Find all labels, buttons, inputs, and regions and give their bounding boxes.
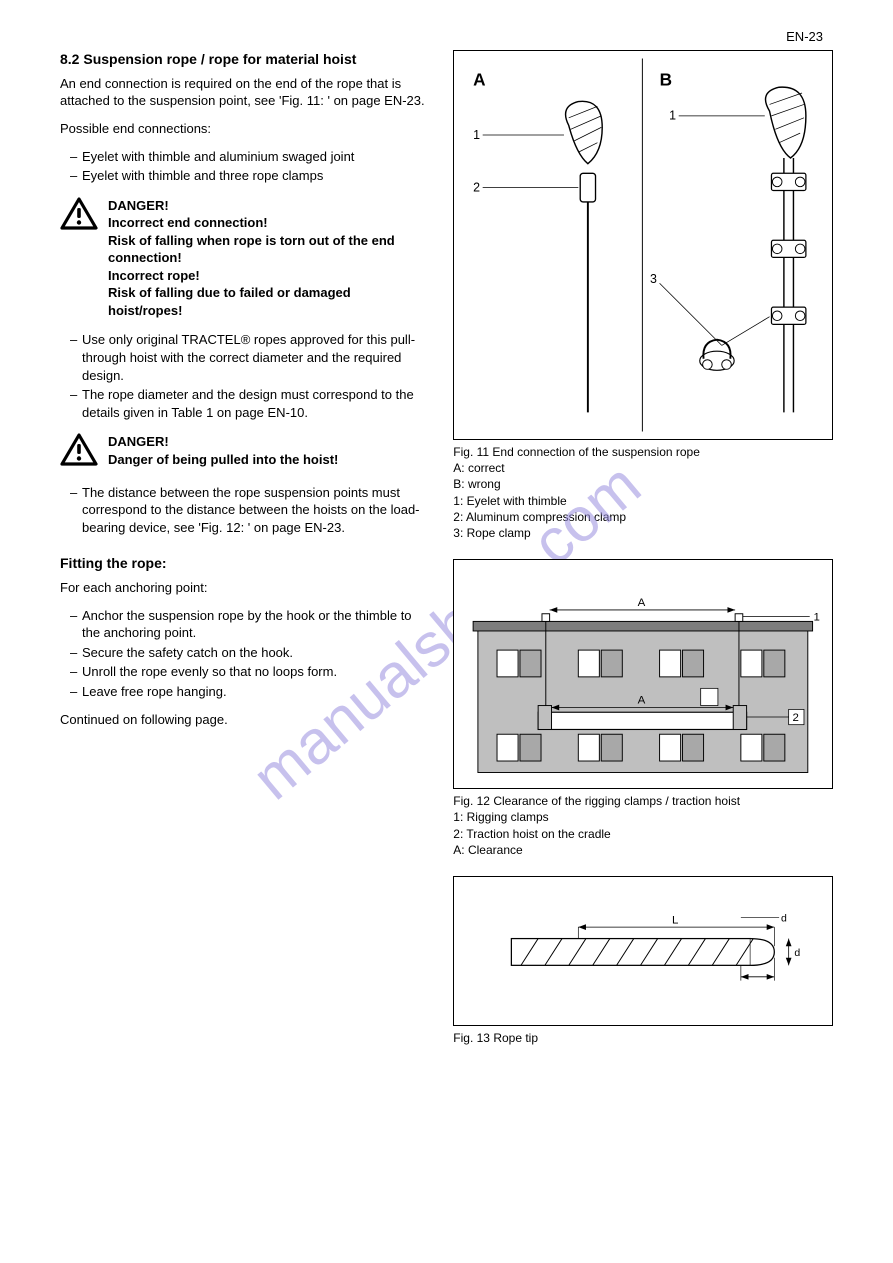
fig11-label-b: B xyxy=(660,69,672,89)
fig12-dim-a-bot: A xyxy=(638,695,646,707)
danger-line: Risk of falling when rope is torn out of… xyxy=(108,232,425,267)
danger-line: Danger of being pulled into the hoist! xyxy=(108,451,338,469)
fitting-rope-title: Fitting the rope: xyxy=(60,554,425,573)
list-item: The distance between the rope suspension… xyxy=(70,484,425,537)
warning-icon xyxy=(60,433,98,472)
fig11-label-a: A xyxy=(473,69,485,89)
sec1-p2: Possible end connections: xyxy=(60,120,425,138)
fig11-legend-2: 2: Aluminum compression clamp xyxy=(453,509,833,525)
danger-line: Incorrect end connection! xyxy=(108,214,425,232)
section-8-2-title: 8.2 Suspension rope / rope for material … xyxy=(60,50,425,69)
figure-11: A B xyxy=(453,50,833,440)
fig12-caption: Fig. 12 Clearance of the rigging clamps … xyxy=(453,793,833,809)
fig11-legend-3: 3: Rope clamp xyxy=(453,525,833,541)
danger-block-2: DANGER! Danger of being pulled into the … xyxy=(60,433,425,472)
fig11-caption: Fig. 11 End connection of the suspension… xyxy=(453,444,833,460)
fig12-legend-a: A: Clearance xyxy=(453,842,833,858)
list-item: Eyelet with thimble and aluminium swaged… xyxy=(70,148,425,166)
danger-line: Risk of falling due to failed or damaged… xyxy=(108,284,425,319)
list-item: Anchor the suspension rope by the hook o… xyxy=(70,607,425,642)
eyelet-wrong xyxy=(700,87,806,412)
bullets-1: Use only original TRACTEL® ropes approve… xyxy=(60,331,425,421)
list-item: Secure the safety catch on the hook. xyxy=(70,644,425,662)
figure-12: A A 1 2 xyxy=(453,559,833,789)
sec1-p1: An end connection is required on the end… xyxy=(60,75,425,110)
left-column: 8.2 Suspension rope / rope for material … xyxy=(60,50,425,1046)
fig13-caption: Fig. 13 Rope tip xyxy=(453,1030,833,1046)
fig11-legend-b: B: wrong xyxy=(453,476,833,492)
fig12-legend-2: 2: Traction hoist on the cradle xyxy=(453,826,833,842)
fitting-rope-intro: For each anchoring point: xyxy=(60,579,425,597)
fig11-legend-a: A: correct xyxy=(453,460,833,476)
danger-heading: DANGER! xyxy=(108,433,338,451)
fig11-callout-3: 3 xyxy=(650,272,657,286)
rope-clamp xyxy=(772,307,806,324)
page-number: EN-23 xyxy=(786,28,823,46)
bullets-2: The distance between the rope suspension… xyxy=(60,484,425,537)
list-item: Leave free rope hanging. xyxy=(70,683,425,701)
continued-note: Continued on following page. xyxy=(60,711,425,729)
fig11-callout-2: 2 xyxy=(473,180,480,194)
list-item: Eyelet with thimble and three rope clamp… xyxy=(70,167,425,185)
list-item: The rope diameter and the design must co… xyxy=(70,386,425,421)
danger-line: Incorrect rope! xyxy=(108,267,425,285)
fig11-legend-1: 1: Eyelet with thimble xyxy=(453,493,833,509)
fig11-callout-1: 1 xyxy=(473,128,480,142)
rope-clamp-detail xyxy=(700,340,734,371)
right-column: A B xyxy=(453,50,833,1046)
danger-block-1: DANGER! Incorrect end connection! Risk o… xyxy=(60,197,425,320)
fig12-dim-a-top: A xyxy=(638,597,646,609)
fig11-callout-1b: 1 xyxy=(669,109,676,123)
rope-clamp xyxy=(772,240,806,257)
rope-clamp xyxy=(772,173,806,190)
list-item: Use only original TRACTEL® ropes approve… xyxy=(70,331,425,384)
sec1-list: Eyelet with thimble and aluminium swaged… xyxy=(60,148,425,185)
fig13-dim-d-right: d xyxy=(795,947,801,959)
danger-heading: DANGER! xyxy=(108,197,425,215)
fig12-callout-1: 1 xyxy=(814,612,820,624)
list-item: Unroll the rope evenly so that no loops … xyxy=(70,663,425,681)
warning-icon xyxy=(60,197,98,236)
eyelet-correct xyxy=(566,101,603,412)
figure-13: L d d xyxy=(453,876,833,1026)
fig13-dim-d-top: d xyxy=(781,912,787,924)
fig13-dim-l: L xyxy=(672,914,678,926)
fig12-legend-1: 1: Rigging clamps xyxy=(453,809,833,825)
fitting-rope-list: Anchor the suspension rope by the hook o… xyxy=(60,607,425,701)
fig12-callout-2: 2 xyxy=(793,712,799,724)
